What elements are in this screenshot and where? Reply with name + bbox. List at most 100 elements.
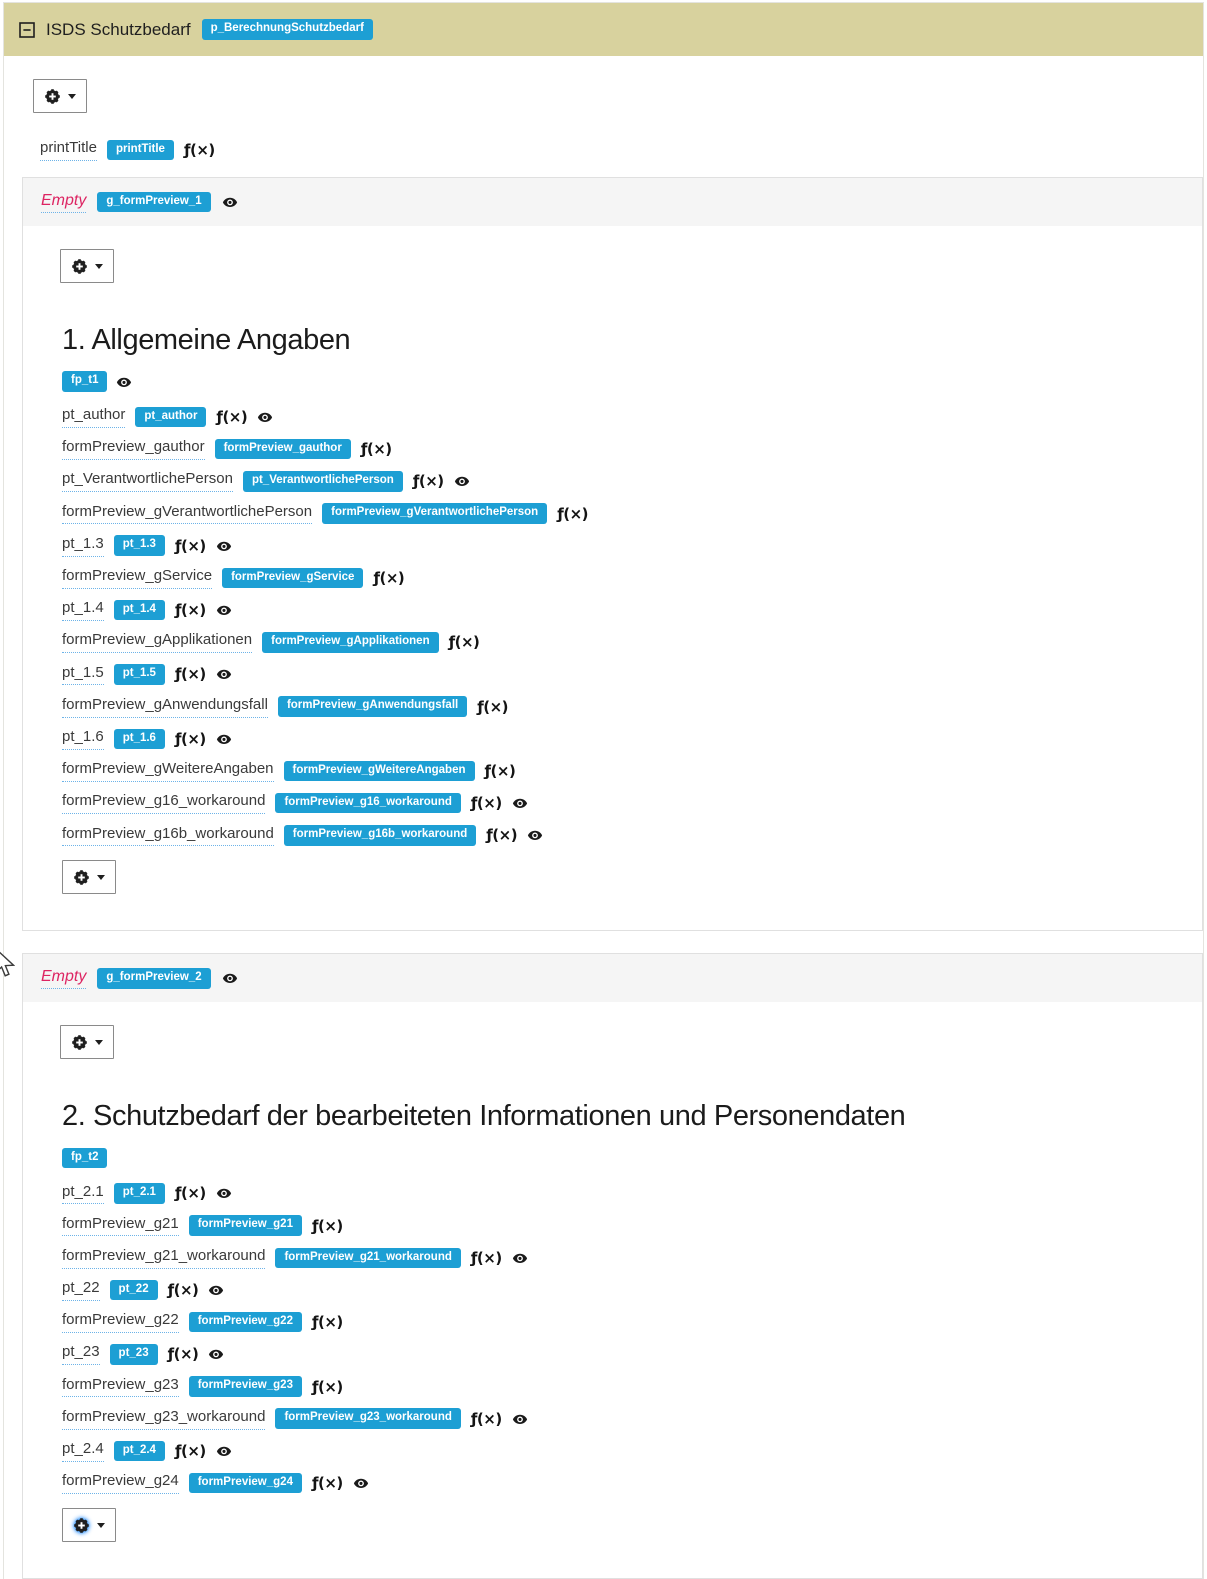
section-title-eye-slot [116, 374, 132, 390]
eye-icon[interactable] [512, 1251, 528, 1266]
control-label[interactable]: formPreview_g16_workaround [62, 792, 266, 815]
section-gear-menu-button[interactable] [60, 249, 114, 283]
gear-icon [45, 88, 60, 104]
control-label[interactable]: formPreview_gService [62, 567, 213, 589]
formula-fx-icon[interactable]: ƒ(×) [183, 141, 215, 159]
control-label[interactable]: formPreview_g23_workaround [62, 1408, 266, 1430]
section-gear-menu-button-bottom[interactable] [62, 860, 116, 895]
gear-icon [74, 1517, 89, 1533]
formula-fx-icon[interactable]: ƒ(×) [470, 794, 502, 813]
section-empty-label[interactable]: Empty [41, 192, 87, 213]
eye-icon[interactable] [222, 195, 238, 210]
formula-fx-icon[interactable]: ƒ(×) [477, 697, 509, 716]
formula-fx-icon[interactable]: ƒ(×) [174, 729, 206, 748]
control-label[interactable]: pt_1.6 [62, 728, 104, 750]
control-label[interactable]: pt_1.5 [62, 664, 104, 686]
control-label[interactable]: pt_VerantwortlichePerson [62, 470, 233, 493]
formula-fx-icon[interactable]: ƒ(×) [174, 601, 206, 620]
visibility-eye-slot [208, 1282, 224, 1298]
formula-fx-icon[interactable]: ƒ(×) [311, 1377, 343, 1396]
control-label[interactable]: pt_2.4 [62, 1440, 104, 1462]
control-label[interactable]: printTitle [40, 139, 97, 161]
collapse-minus-icon[interactable] [19, 21, 35, 38]
formula-fx-icon[interactable]: ƒ(×) [174, 665, 206, 684]
control-label[interactable]: formPreview_gAnwendungsfall [62, 696, 268, 718]
formula-fx-icon[interactable]: ƒ(×) [311, 1474, 343, 1493]
section-body: 1. Allgemeine Angaben fp_t1 pt_author pt… [23, 226, 1202, 930]
eye-icon[interactable] [216, 1186, 232, 1201]
control-label[interactable]: pt_2.1 [62, 1183, 104, 1205]
control-row: formPreview_gWeitereAngaben formPreview_… [62, 755, 1202, 787]
control-label[interactable]: formPreview_g24 [62, 1472, 179, 1494]
eye-icon[interactable] [216, 667, 232, 682]
control-label[interactable]: formPreview_gauthor [62, 438, 205, 460]
control-label[interactable]: pt_1.3 [62, 535, 104, 557]
eye-icon[interactable] [527, 828, 543, 843]
formula-fx-icon[interactable]: ƒ(×) [412, 472, 444, 491]
section-gear-menu-button[interactable] [60, 1025, 114, 1060]
formula-fx-icon[interactable]: ƒ(×) [311, 1216, 343, 1235]
eye-icon[interactable] [222, 971, 238, 986]
control-name-badge: formPreview_g21_workaround [275, 1247, 461, 1269]
eye-icon[interactable] [208, 1283, 224, 1298]
control-label[interactable]: formPreview_gVerantwortlichePerson [62, 503, 313, 525]
eye-icon[interactable] [353, 1476, 369, 1491]
section-title-badge: fp_t2 [62, 1147, 108, 1169]
section-title-badge-row: fp_t2 [62, 1147, 1202, 1169]
control-row: formPreview_gVerantwortlichePerson formP… [62, 497, 1202, 529]
control-label[interactable]: pt_23 [62, 1343, 100, 1366]
control-label[interactable]: formPreview_gApplikationen [62, 631, 253, 654]
visibility-eye-slot [216, 731, 232, 747]
control-label[interactable]: pt_author [62, 406, 126, 428]
control-label[interactable]: formPreview_g16b_workaround [62, 825, 274, 847]
control-name-badge: pt_1.4 [113, 599, 165, 621]
eye-icon[interactable] [216, 603, 232, 618]
eye-icon[interactable] [216, 539, 232, 554]
formula-fx-icon[interactable]: ƒ(×) [174, 536, 206, 555]
control-name-badge: pt_2.4 [113, 1440, 165, 1462]
formula-fx-icon[interactable]: ƒ(×) [470, 1409, 502, 1428]
formula-fx-icon[interactable]: ƒ(×) [174, 1184, 206, 1203]
section-gear-menu-button-bottom[interactable] [62, 1508, 116, 1543]
control-name-badge: formPreview_gauthor [214, 438, 351, 460]
formula-fx-icon[interactable]: ƒ(×) [486, 826, 518, 845]
block-name-badge: p_BerechnungSchutzbedarf [201, 19, 373, 40]
eye-icon[interactable] [257, 410, 273, 425]
control-row: pt_author pt_author ƒ(×) [62, 401, 1202, 433]
formula-fx-icon[interactable]: ƒ(×) [167, 1280, 199, 1299]
eye-icon[interactable] [512, 796, 528, 811]
formula-fx-icon[interactable]: ƒ(×) [167, 1345, 199, 1364]
control-label[interactable]: formPreview_g23 [62, 1376, 179, 1398]
eye-icon[interactable] [454, 474, 470, 489]
control-label[interactable]: formPreview_gWeitereAngaben [62, 760, 274, 782]
control-label[interactable]: pt_22 [62, 1279, 100, 1301]
block-gear-menu-button[interactable] [33, 79, 87, 113]
control-label[interactable]: formPreview_g21_workaround [62, 1247, 266, 1269]
control-row: formPreview_gauthor formPreview_gauthor … [62, 433, 1202, 465]
block-title-bar: ISDS Schutzbedarf p_BerechnungSchutzbeda… [4, 3, 1203, 56]
formula-fx-icon[interactable]: ƒ(×) [174, 1441, 206, 1460]
control-row: pt_1.5 pt_1.5 ƒ(×) [62, 658, 1202, 690]
eye-icon[interactable] [216, 1444, 232, 1459]
visibility-eye-slot [353, 1475, 369, 1491]
form-preview-section: Empty g_formPreview_2 2. Schutzbedarf de… [22, 953, 1203, 1579]
control-label[interactable]: pt_1.4 [62, 599, 104, 621]
control-label[interactable]: formPreview_g22 [62, 1311, 179, 1334]
formula-fx-icon[interactable]: ƒ(×) [448, 633, 480, 652]
section-body: 2. Schutzbedarf der bearbeiteten Informa… [23, 1002, 1202, 1578]
formula-fx-icon[interactable]: ƒ(×) [470, 1248, 502, 1267]
visibility-eye-slot [216, 666, 232, 682]
formula-fx-icon[interactable]: ƒ(×) [311, 1313, 343, 1332]
formula-fx-icon[interactable]: ƒ(×) [360, 440, 392, 459]
eye-icon[interactable] [208, 1347, 224, 1362]
formula-fx-icon[interactable]: ƒ(×) [484, 762, 516, 780]
mouse-cursor [0, 951, 15, 977]
formula-fx-icon[interactable]: ƒ(×) [216, 407, 248, 426]
section-empty-label[interactable]: Empty [41, 968, 87, 989]
formula-fx-icon[interactable]: ƒ(×) [557, 504, 589, 523]
eye-icon[interactable] [216, 732, 232, 747]
eye-icon[interactable] [116, 375, 132, 390]
formula-fx-icon[interactable]: ƒ(×) [373, 568, 405, 587]
eye-icon[interactable] [512, 1412, 528, 1427]
control-label[interactable]: formPreview_g21 [62, 1215, 179, 1237]
